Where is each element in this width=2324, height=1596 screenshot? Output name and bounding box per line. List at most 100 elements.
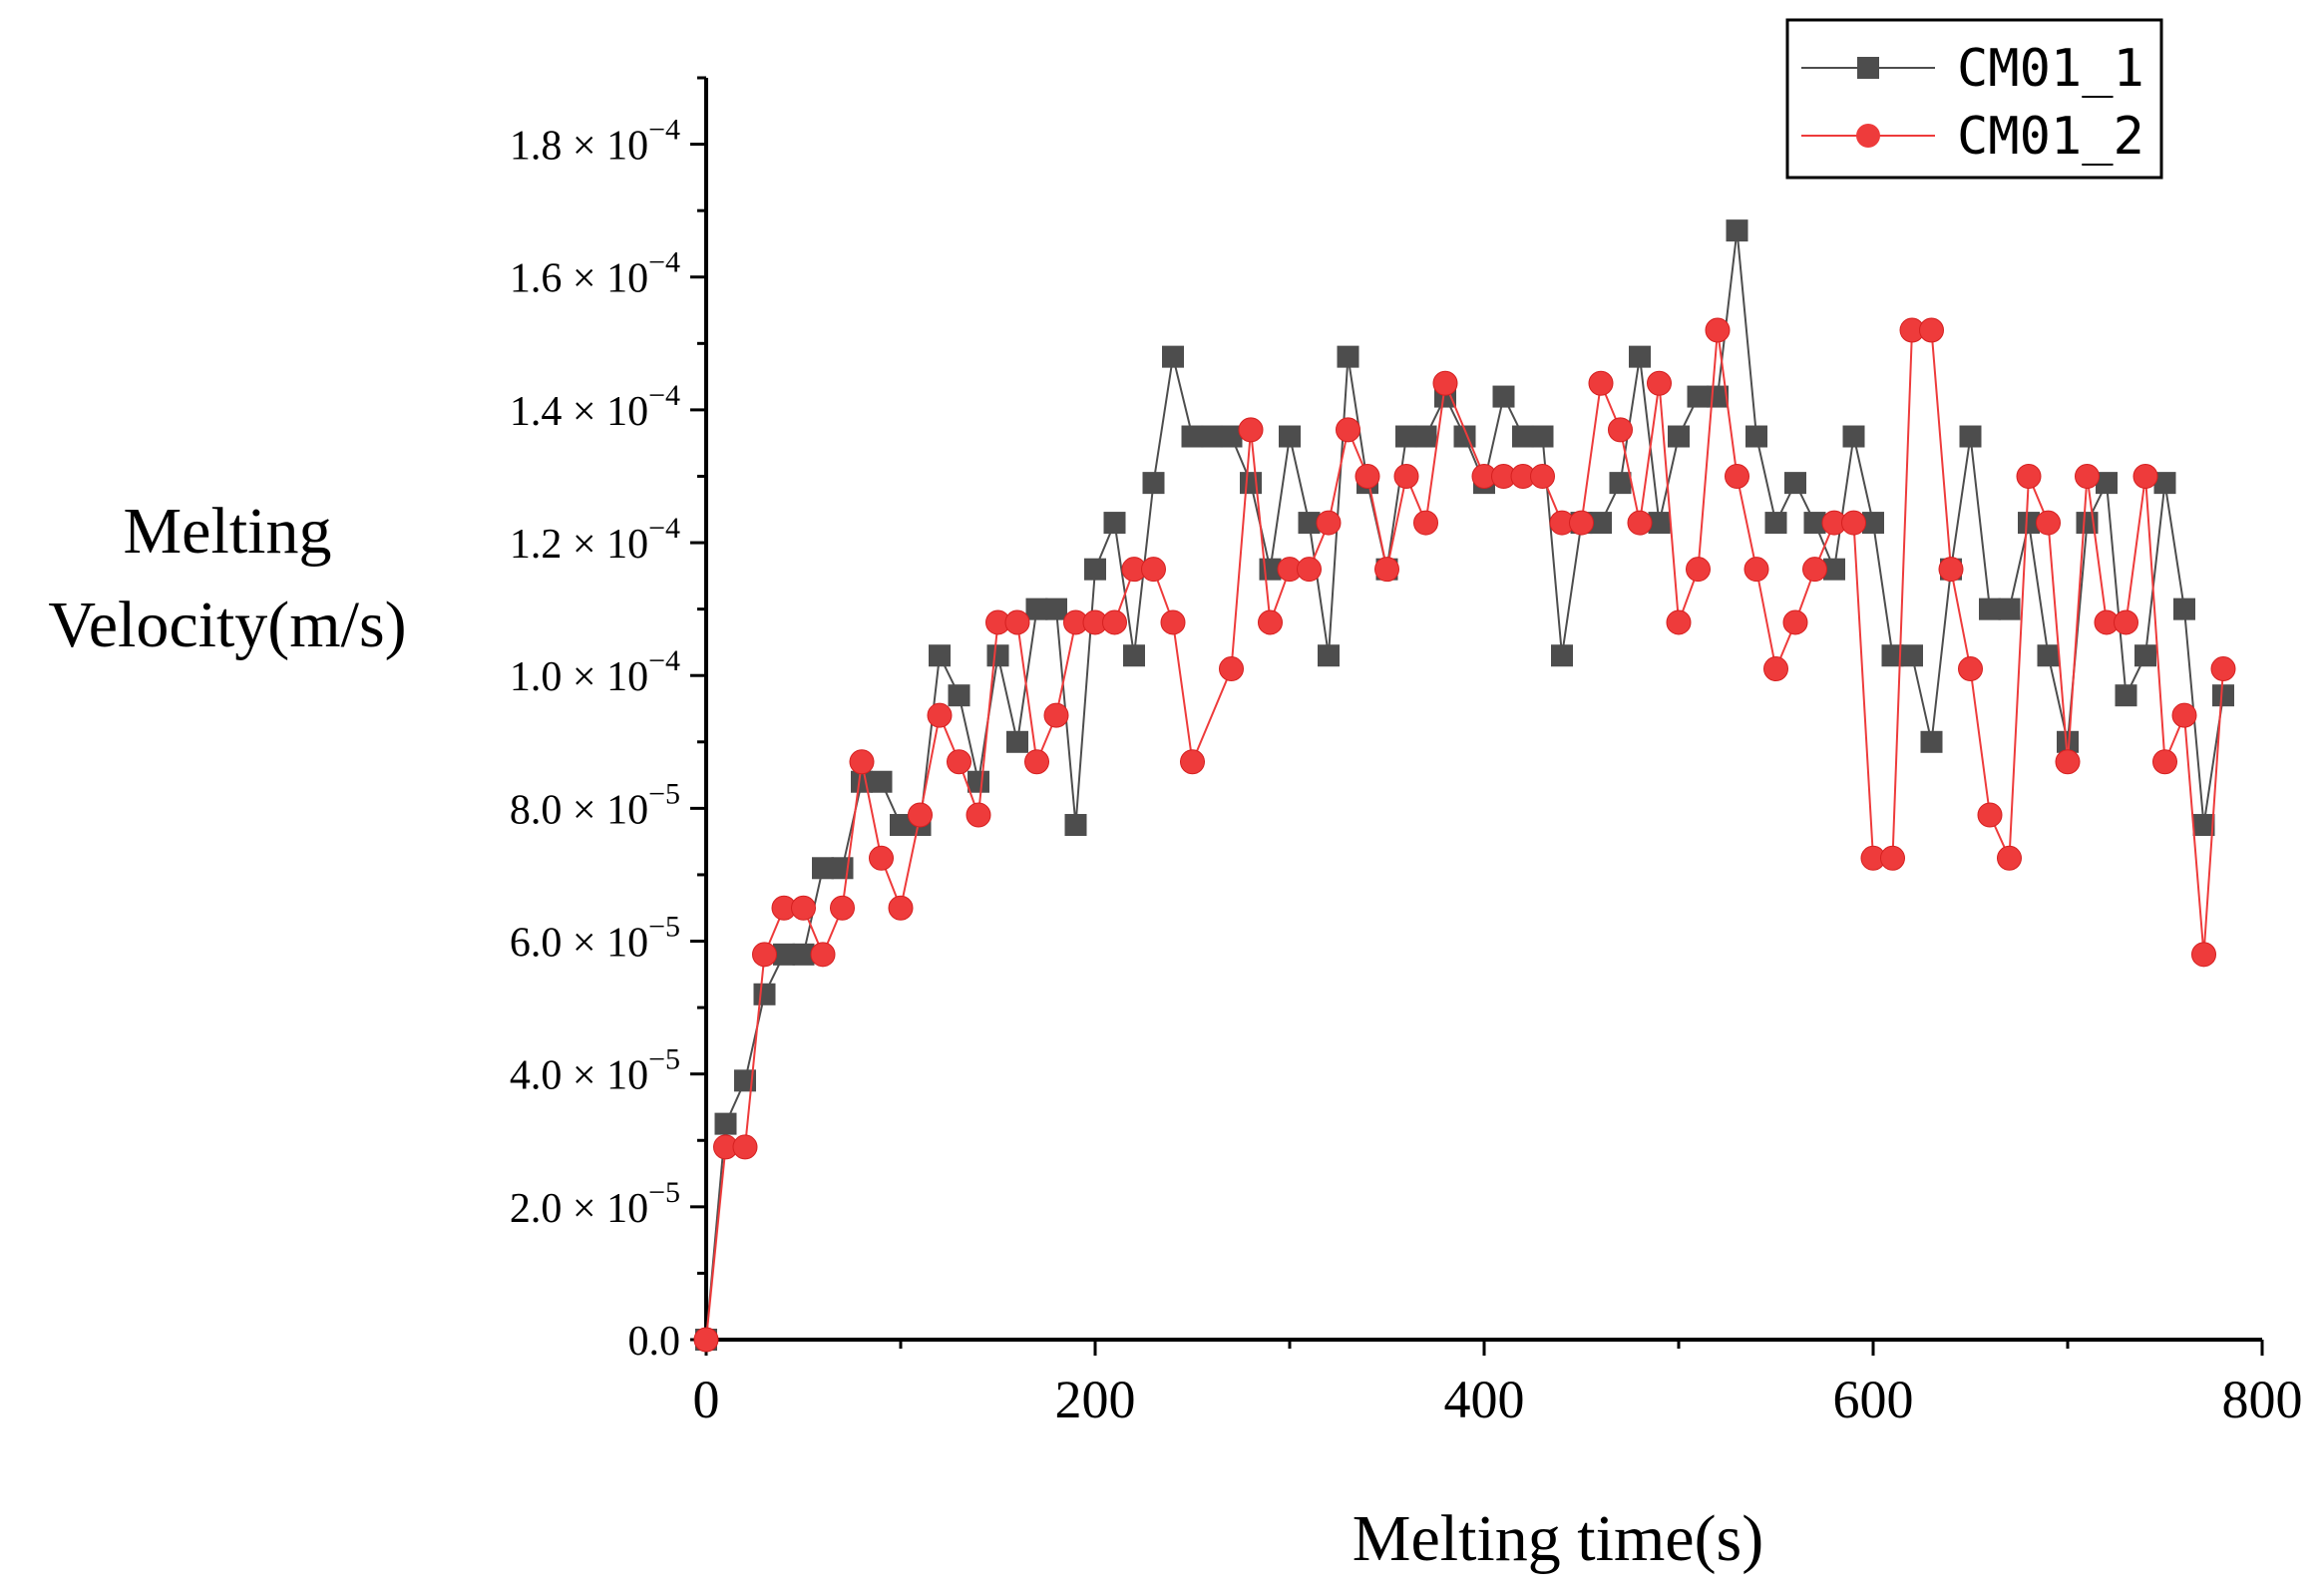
- data-point-square: [1745, 425, 1767, 448]
- x-tick-label: 600: [1833, 1370, 1914, 1429]
- data-point-circle: [830, 895, 855, 921]
- y-tick-label: 8.0 × 10−5: [510, 777, 680, 833]
- y-tick-label: 6.0 × 10−5: [510, 911, 680, 967]
- data-point-square: [1823, 558, 1845, 581]
- data-point-circle: [1530, 463, 1555, 489]
- legend-box: [1785, 18, 2163, 180]
- data-point-square: [831, 857, 854, 880]
- data-point-square: [1201, 425, 1223, 448]
- data-point-square: [2212, 684, 2234, 707]
- data-point-square: [1784, 472, 1806, 495]
- series-line: [705, 229, 2224, 1341]
- data-point-circle: [1160, 609, 1186, 635]
- series-cm01-2: [693, 317, 2236, 1353]
- data-point-circle: [1432, 370, 1458, 396]
- data-point-square: [986, 644, 1009, 667]
- data-point-circle: [1393, 463, 1419, 489]
- y-tick-label: 1.2 × 10−4: [510, 512, 680, 568]
- x-tick-label: 0: [693, 1370, 720, 1429]
- data-point-circle: [791, 895, 816, 921]
- data-point-square: [1142, 472, 1165, 495]
- data-point-circle: [1997, 845, 2022, 871]
- data-point-circle: [1627, 510, 1653, 536]
- legend-item-cm01-1: CM01_1: [1801, 39, 2144, 99]
- data-point-circle: [927, 702, 953, 728]
- data-point-square: [1629, 345, 1651, 368]
- data-point-circle: [1880, 845, 1905, 871]
- data-point-circle: [2114, 609, 2138, 635]
- data-point-square: [1045, 598, 1067, 620]
- data-point-square: [1881, 644, 1904, 667]
- data-point-square: [1414, 425, 1437, 448]
- data-point-square: [1687, 385, 1710, 408]
- data-point-square: [1006, 730, 1028, 753]
- data-point-circle: [1686, 557, 1711, 583]
- legend-label: CM01_2: [1957, 107, 2144, 167]
- data-point-square: [1551, 644, 1573, 667]
- data-point-circle: [2075, 463, 2100, 489]
- data-point-square: [1648, 512, 1671, 535]
- data-point-circle: [1763, 656, 1788, 682]
- legend-item-cm01-2: CM01_2: [1801, 107, 2144, 167]
- data-point-circle: [888, 895, 914, 921]
- data-point-square: [1979, 598, 2001, 620]
- legend-label: CM01_1: [1957, 39, 2144, 99]
- data-point-square: [1064, 814, 1087, 837]
- data-point-circle: [1024, 749, 1049, 775]
- data-point-square: [1668, 425, 1690, 448]
- data-point-circle: [1919, 317, 1944, 343]
- data-point-circle: [2171, 702, 2197, 728]
- data-point-circle: [1588, 370, 1614, 396]
- data-point-circle: [752, 942, 777, 968]
- data-point-circle: [966, 802, 991, 828]
- data-point-circle: [1141, 557, 1166, 583]
- data-point-square: [1181, 425, 1204, 448]
- series-line: [705, 329, 2224, 1341]
- data-point-square: [1337, 345, 1359, 368]
- data-point-square: [1123, 644, 1145, 667]
- data-point-circle: [1841, 510, 1866, 536]
- data-point-circle: [2016, 463, 2042, 489]
- data-point-square: [2153, 472, 2176, 495]
- data-point-square: [2037, 644, 2060, 667]
- data-point-circle: [1180, 749, 1205, 775]
- data-point-circle: [1374, 557, 1399, 583]
- legend-marker-square: [1857, 57, 1879, 79]
- y-tick-label: 4.0 × 10−5: [510, 1043, 680, 1099]
- data-point-square: [1609, 472, 1632, 495]
- data-point-circle: [1608, 417, 1633, 443]
- data-point-circle: [810, 942, 836, 968]
- data-point-circle: [1938, 557, 1964, 583]
- data-point-circle: [1336, 417, 1360, 443]
- y-tick-label: 1.0 × 10−4: [510, 644, 680, 700]
- data-point-circle: [1102, 609, 1127, 635]
- legend[interactable]: CM01_1 CM01_2: [1785, 18, 2163, 180]
- data-point-square: [1279, 425, 1301, 448]
- data-point-square: [792, 943, 815, 966]
- y-axis-title-line-1: Melting: [124, 495, 332, 568]
- data-point-circle: [1977, 802, 2003, 828]
- data-point-circle: [2132, 463, 2158, 489]
- data-point-circle: [1004, 609, 1030, 635]
- data-point-circle: [1958, 656, 1983, 682]
- data-point-square: [1959, 425, 1982, 448]
- data-point-square: [1162, 345, 1184, 368]
- series-layer: [693, 219, 2236, 1353]
- data-point-circle: [1666, 609, 1692, 635]
- data-point-square: [929, 644, 951, 667]
- y-axis-title-line-2: Velocity(m/s): [48, 589, 406, 661]
- data-point-circle: [1219, 656, 1244, 682]
- data-point-square: [2173, 598, 2195, 620]
- data-point-square: [1512, 425, 1534, 448]
- data-point-square: [1803, 512, 1826, 535]
- data-point-circle: [1802, 557, 1827, 583]
- data-point-square: [1590, 512, 1612, 535]
- data-point-circle: [1413, 510, 1438, 536]
- data-point-circle: [849, 749, 875, 775]
- y-tick-label: 1.4 × 10−4: [510, 379, 680, 435]
- data-point-square: [714, 1112, 737, 1135]
- data-point-circle: [1316, 510, 1342, 536]
- data-point-circle: [1647, 370, 1672, 396]
- data-point-square: [1103, 512, 1126, 535]
